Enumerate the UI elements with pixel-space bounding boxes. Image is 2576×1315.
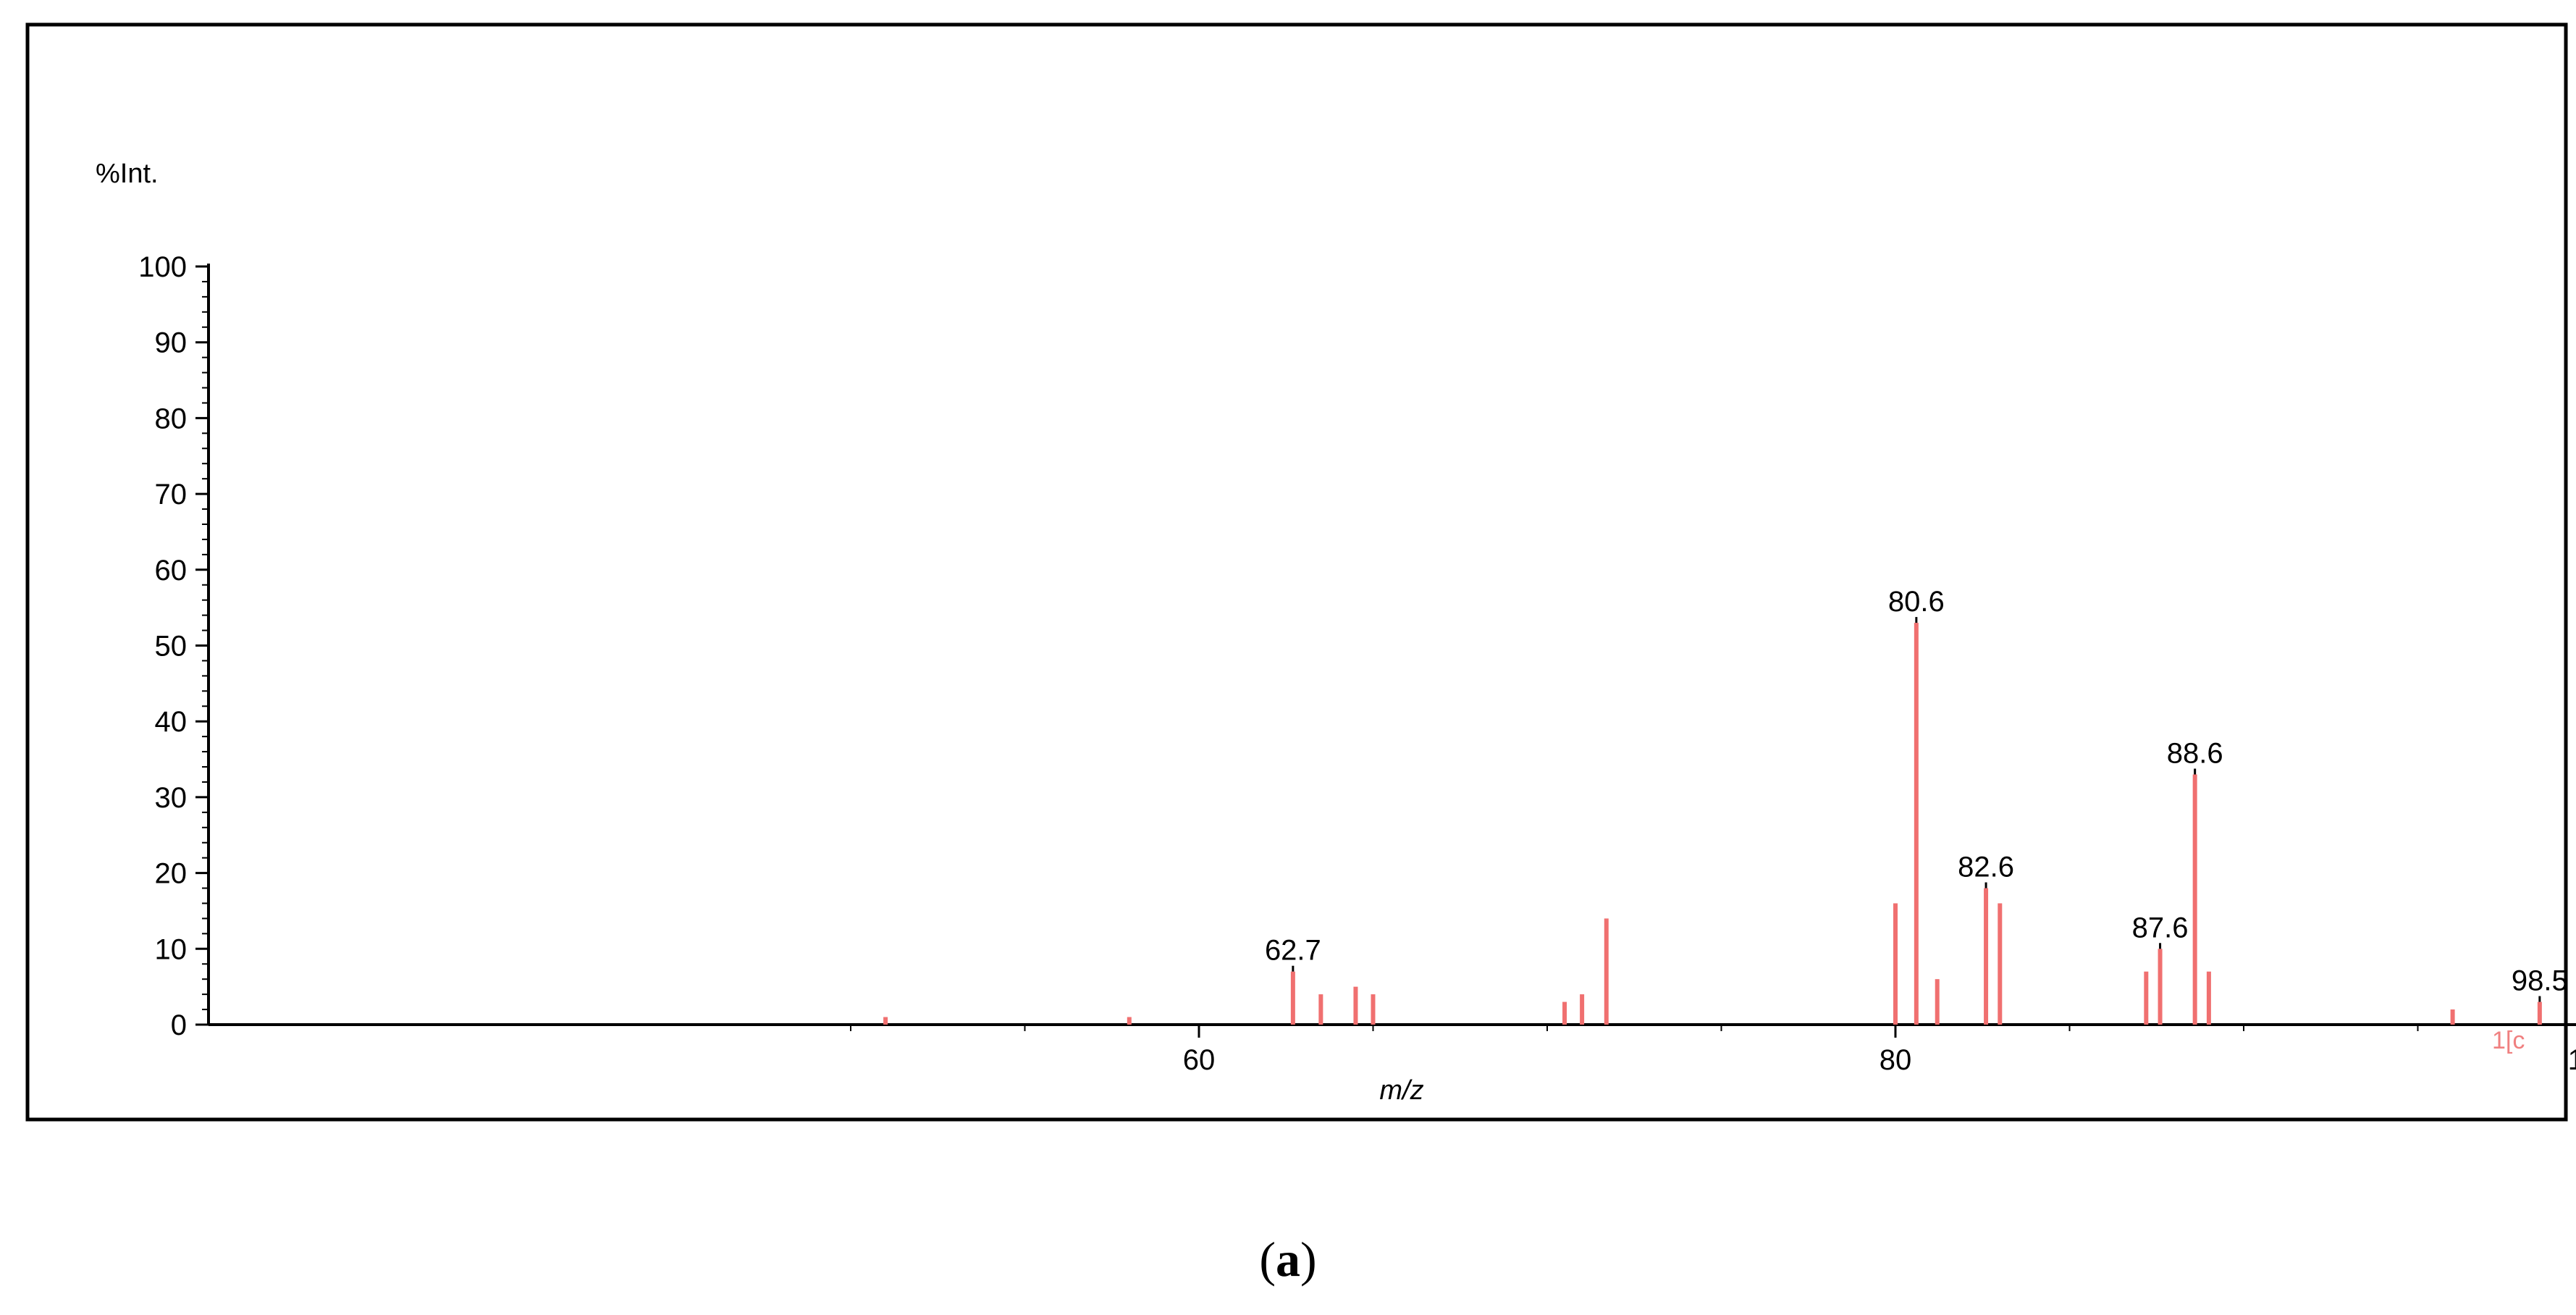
spectrum-bar [1127,1017,1132,1025]
y-tick-label: 40 [155,706,188,738]
x-axis-label: m/z [1379,1075,1423,1106]
peak-label: 88.6 [2167,737,2223,769]
spectrum-bar [1562,1001,1567,1025]
spectrum-bar [2206,971,2211,1025]
y-tick-label: 90 [155,327,188,359]
spectrum-bar [1353,986,1358,1025]
labeled-peak-bar [2537,1001,2542,1025]
spectrum-bar [2144,971,2149,1025]
y-unit-label: %Int. [96,159,159,189]
spectrum-bar [1604,918,1609,1025]
y-tick-label: 30 [155,782,188,814]
y-tick-label: 0 [171,1009,187,1041]
peak-label: 80.6 [1888,586,1945,618]
y-tick-label: 10 [155,933,188,965]
spectrum-bar [2450,1009,2455,1025]
peak-label: 62.7 [1265,935,1321,967]
y-tick-label: 60 [155,555,188,587]
spectrum-bar [1318,994,1323,1025]
y-tick-label: 80 [155,403,188,434]
labeled-peak-bar [1914,623,1919,1025]
labeled-peak-bar [1984,888,1989,1025]
peak-label: 87.6 [2132,912,2189,944]
spectrum-bar [1935,979,1940,1025]
x-tick-label: 60 [1183,1044,1216,1076]
x-tick-label: 80 [1880,1044,1912,1076]
corner-fragment-label: 1[c [2492,1027,2525,1054]
figure-frame [25,22,2568,1122]
y-tick-label: 70 [155,479,188,511]
spectrum-bar [1371,994,1376,1025]
spectrum-bar [883,1017,888,1025]
y-tick-label: 20 [155,858,188,890]
spectrum-bar [1580,994,1585,1025]
peak-label: 82.6 [1958,852,2014,883]
caption-letter: a [1276,1232,1300,1287]
labeled-peak-bar [1290,971,1295,1025]
y-tick-label: 50 [155,631,188,663]
spectrum-bar [1893,903,1898,1025]
caption-close-paren: ) [1300,1232,1317,1287]
peak-label: 98.5 [2512,965,2568,997]
plot-area: 0102030405060708090100608010012014016018… [138,251,2576,1076]
spectrum-bar [1998,903,2003,1025]
caption-open-paren: ( [1259,1232,1276,1287]
x-tick-label: 100 [2568,1044,2576,1076]
labeled-peak-bar [2158,949,2163,1025]
y-tick-label: 100 [138,251,187,283]
figure-caption: (a) [0,1231,2576,1288]
labeled-peak-bar [2192,774,2197,1025]
